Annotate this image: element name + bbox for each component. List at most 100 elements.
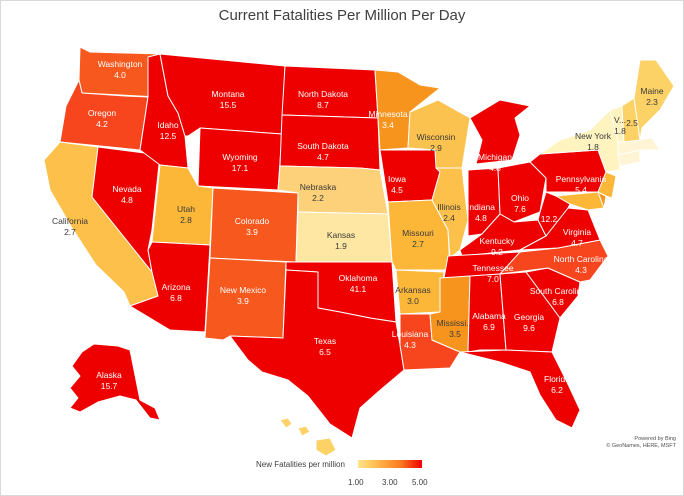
state-name-WA: Washington: [98, 59, 143, 69]
state-name-ND: North Dakota: [298, 89, 348, 99]
state-value-MI: 4.8: [489, 163, 501, 173]
state-value-PA: 5.4: [575, 185, 587, 195]
state-name-GA: Georgia: [514, 312, 545, 322]
state-name-AZ: Arizona: [162, 282, 191, 292]
state-name-NE: Nebraska: [300, 182, 337, 192]
state-name-AK: Alaska: [96, 370, 122, 380]
state-value-IN: 4.8: [475, 213, 487, 223]
state-value-CA: 2.7: [64, 227, 76, 237]
state-name-UT: Utah: [177, 204, 195, 214]
state-GA[interactable]: [499, 271, 561, 353]
state-value-WA: 4.0: [114, 70, 126, 80]
state-name-IA: Iowa: [388, 174, 406, 184]
state-value-OH: 7.6: [514, 204, 526, 214]
state-MD[interactable]: [555, 191, 605, 211]
state-value-ID: 12.5: [160, 131, 177, 141]
state-name-IL: Illinois: [437, 202, 461, 212]
state-value-MT: 15.5: [220, 100, 237, 110]
state-value-AL: 6.9: [483, 322, 495, 332]
state-value-GA: 9.6: [523, 323, 535, 333]
state-value-WY: 17.1: [232, 163, 249, 173]
state-value-ND: 8.7: [317, 100, 329, 110]
state-WV[interactable]: [537, 191, 571, 237]
state-TX[interactable]: [229, 269, 405, 439]
legend-mid: 3.00: [382, 478, 398, 487]
state-name-OR: Oregon: [88, 108, 117, 118]
state-name-VT: V...: [614, 115, 626, 125]
state-value-NV: 4.8: [121, 195, 133, 205]
state-value-IA: 4.5: [391, 185, 403, 195]
state-FL[interactable]: [459, 349, 581, 429]
state-name-LA: Louisiana: [392, 329, 429, 339]
state-name-VA: Virginia: [563, 227, 591, 237]
state-value-VT: 1.8: [614, 126, 626, 136]
state-value-SD: 4.7: [317, 152, 329, 162]
state-name-ID: Idaho: [157, 120, 179, 130]
legend-max: 5.00: [412, 478, 428, 487]
state-value-NE: 2.2: [312, 193, 324, 203]
state-value-MN: 3.4: [382, 120, 394, 130]
legend-title: New Fatalities per million: [256, 460, 345, 469]
state-name-KY: Kentucky: [480, 236, 516, 246]
state-value-NC: 4.3: [575, 265, 587, 275]
state-value-MS: 3.5: [449, 329, 461, 339]
state-name-SD: South Dakota: [297, 141, 349, 151]
credit-line-2: © GeoNames, HERE, MSFT: [606, 443, 676, 449]
state-name-SC: South Carolina: [530, 286, 587, 296]
map-title: Current Fatalities Per Million Per Day: [218, 7, 466, 24]
state-name-CA: California: [52, 216, 88, 226]
state-value-IL: 2.4: [443, 213, 455, 223]
state-value-UT: 2.8: [180, 215, 192, 225]
state-name-OH: Ohio: [511, 193, 529, 203]
state-name-MO: Missouri: [402, 228, 434, 238]
state-value-LA: 4.3: [404, 340, 416, 350]
state-name-ME: Maine: [640, 86, 663, 96]
state-name-WY: Wyoming: [222, 152, 258, 162]
state-value-TN: 7.0: [487, 274, 499, 284]
state-value-NM: 3.9: [237, 296, 249, 306]
state-value-CO: 3.9: [246, 227, 258, 237]
state-name-MS: Mississi...: [437, 318, 474, 328]
credit-line-1: Powered by Bing: [634, 436, 676, 442]
state-value-VA: 4.7: [571, 238, 583, 248]
state-HI: [279, 417, 337, 457]
state-value-OK: 41.1: [350, 284, 367, 294]
state-MA[interactable]: [617, 137, 661, 156]
state-value-NY: 1.8: [587, 142, 599, 152]
state-value-MO: 2.7: [412, 239, 424, 249]
state-name-AL: Alabama: [472, 311, 506, 321]
state-name-MN: Minnesota: [368, 109, 407, 119]
state-name-MT: Montana: [211, 89, 244, 99]
state-value-AZ: 6.8: [170, 293, 182, 303]
state-name-FL: Florida: [544, 374, 570, 384]
state-name-AR: Arkansas: [395, 285, 430, 295]
state-MI[interactable]: [469, 99, 531, 165]
state-value-OR: 4.2: [96, 119, 108, 129]
state-value-AK: 15.7: [101, 381, 118, 391]
state-name-NY: New York: [575, 131, 612, 141]
state-name-TN: Tennessee: [472, 263, 513, 273]
state-AZ[interactable]: [129, 241, 211, 333]
state-name-KS: Kansas: [327, 230, 355, 240]
state-value-WI: 2.9: [430, 143, 442, 153]
state-NJ[interactable]: [597, 171, 617, 199]
state-value-ME: 2.3: [646, 97, 658, 107]
state-name-CO: Colorado: [235, 216, 270, 226]
state-value-WV: 12.2: [541, 214, 558, 224]
state-name-IN: Indiana: [467, 202, 495, 212]
state-ME[interactable]: [633, 59, 675, 141]
state-AK[interactable]: [69, 343, 161, 421]
state-value-KY: 9.2: [491, 247, 503, 257]
state-name-PA: Pennsylvania: [556, 174, 607, 184]
state-AL[interactable]: [467, 273, 507, 353]
state-name-TX: Texas: [314, 336, 336, 346]
legend-min: 1.00: [348, 478, 364, 487]
state-value-SC: 6.8: [552, 297, 564, 307]
state-value-TX: 6.5: [319, 347, 331, 357]
state-name-NM: New Mexico: [220, 285, 267, 295]
state-name-MI: Michigan: [478, 152, 512, 162]
state-value-FL: 6.2: [551, 385, 563, 395]
state-value-AR: 3.0: [407, 296, 419, 306]
legend-gradient-bar: [358, 460, 422, 468]
